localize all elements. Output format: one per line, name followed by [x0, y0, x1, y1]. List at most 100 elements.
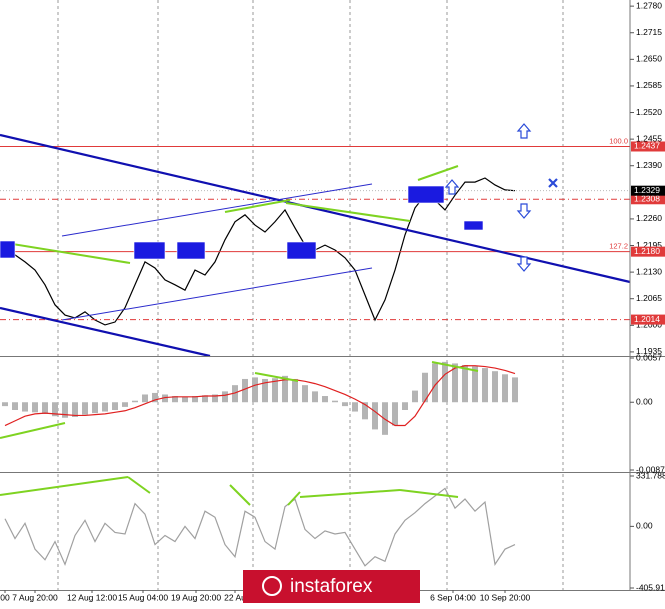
histogram-bar: [512, 377, 518, 403]
histogram-bar: [472, 366, 478, 403]
zone-box: [176, 241, 206, 260]
level-label-box: [631, 314, 665, 325]
y-tick-label: 0.00: [636, 521, 653, 531]
y-tick-label: 1.1935: [636, 346, 662, 356]
x-tick-label: 22 Au: [224, 592, 246, 602]
histogram-bar: [92, 402, 98, 414]
x-tick-label: 6 Sep 04:00: [430, 592, 476, 602]
watermark-text: instaforex: [290, 576, 373, 597]
histogram-bar: [12, 402, 18, 411]
divergence-line: [0, 422, 66, 439]
histogram-bar: [122, 402, 128, 407]
divergence-line: [127, 476, 151, 494]
x-tick-label: 10 Sep 20:00: [480, 592, 531, 602]
channel-line: [61, 183, 373, 237]
histogram-bar: [312, 391, 318, 403]
histogram-bar: [402, 402, 408, 411]
histogram-bar: [42, 402, 48, 414]
fib-label: 100.0: [609, 136, 628, 145]
histogram-bar: [2, 402, 8, 407]
annotations: [0, 123, 631, 506]
level-label: 1.2180: [634, 246, 660, 256]
histogram-bar: [342, 402, 348, 407]
divergence-line: [399, 489, 459, 498]
y-tick-label: 0.0057: [636, 352, 662, 362]
fib-label: 127.2: [609, 242, 628, 251]
histogram-bar: [62, 402, 68, 418]
histogram-bar: [382, 402, 388, 435]
histogram-bar: [112, 402, 118, 411]
histogram-bar: [432, 363, 438, 403]
divergence-line: [299, 489, 401, 498]
level-label: 1.2437: [634, 141, 660, 151]
zone-box: [133, 241, 166, 260]
up-arrow: [444, 179, 460, 195]
zone-box: [0, 240, 16, 259]
histogram-bar: [302, 385, 308, 403]
y-tick-label: 1.2130: [636, 266, 662, 276]
y-tick-label: 1.2520: [636, 107, 662, 117]
price-line: [4, 487, 516, 567]
y-tick-label: -405.918: [636, 582, 665, 592]
histogram-bar: [322, 396, 328, 403]
divergence-line: [229, 484, 251, 506]
level-label-box: [631, 141, 665, 152]
y-tick-label: 0.00: [636, 396, 653, 406]
last-price-label: 1.2329: [634, 185, 660, 195]
histogram-bar: [52, 402, 58, 417]
x-tick-label: 19 Aug 20:00: [171, 592, 221, 602]
level-label: 1.2308: [634, 194, 660, 204]
watermark-icon: [262, 576, 282, 596]
histogram-bar: [392, 402, 398, 426]
y-tick-label: 1.2195: [636, 240, 662, 250]
y-tick-label: 1.2390: [636, 160, 662, 170]
trend-line: [0, 306, 211, 358]
y-tick-label: 1.2585: [636, 80, 662, 90]
marks: [0, 145, 630, 567]
histogram-bar: [72, 402, 78, 417]
histogram-bar: [132, 400, 138, 403]
histogram-bar: [502, 374, 508, 403]
histogram-bar: [232, 385, 238, 403]
divergence-line: [431, 361, 479, 372]
histogram-bar: [282, 375, 288, 403]
histogram-bar: [192, 396, 198, 403]
y-tick-label: 1.2715: [636, 27, 662, 37]
histogram-bar: [492, 371, 498, 403]
divergence-line: [254, 372, 299, 382]
histogram-bar: [332, 400, 338, 403]
y-tick-label: 1.2780: [636, 0, 662, 10]
y-tick-label: 1.2065: [636, 293, 662, 303]
histogram-bar: [172, 396, 178, 403]
signal-line: [4, 365, 516, 427]
histogram-bar: [462, 364, 468, 403]
histogram-bar: [242, 378, 248, 403]
histogram-bar: [442, 361, 448, 403]
histogram-bar: [102, 402, 108, 412]
histogram-bar: [162, 394, 168, 403]
histogram-bar: [352, 402, 358, 412]
histogram-bar: [262, 378, 268, 403]
histogram-bar: [182, 396, 188, 403]
down-arrow: [516, 256, 532, 272]
divergence-line: [285, 202, 411, 222]
histogram-bar: [32, 402, 38, 413]
histogram-bar: [22, 402, 28, 412]
divergence-line: [0, 241, 131, 264]
histogram-bar: [202, 395, 208, 403]
histogram-bar: [362, 402, 368, 420]
zone-box: [286, 241, 317, 260]
level-label-box: [631, 246, 665, 257]
x-tick-label: 15 Aug 04:00: [118, 592, 168, 602]
x-tick-label: 7 Aug 20:00: [12, 592, 58, 602]
last-price-box: [631, 185, 665, 196]
histogram-bar: [252, 377, 258, 403]
histogram-bar: [372, 402, 378, 430]
cross-marker: [548, 178, 558, 188]
y-tick-label: 331.7881: [636, 470, 665, 480]
x-tick-label: 00: [0, 592, 10, 602]
